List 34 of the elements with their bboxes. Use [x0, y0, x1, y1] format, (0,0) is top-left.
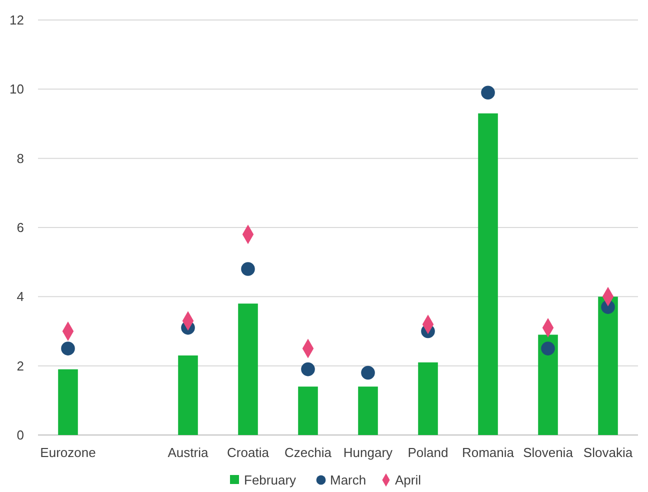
point [361, 366, 375, 380]
x-tick-label: Austria [168, 445, 209, 460]
point [241, 262, 255, 276]
x-tick-label: Croatia [227, 445, 270, 460]
y-tick-label: 8 [16, 150, 24, 166]
y-tick-label: 10 [10, 82, 24, 97]
y-tick-label: 4 [16, 289, 24, 304]
y-tick-label: 2 [16, 358, 24, 374]
x-tick-label: Romania [462, 445, 515, 460]
legend-label: March [330, 472, 366, 488]
point [541, 342, 555, 356]
bar [358, 386, 378, 435]
x-tick-label: Czechia [284, 445, 332, 460]
x-tick-label: Hungary [343, 445, 394, 460]
bar [178, 355, 198, 435]
x-tick-label: Eurozone [40, 445, 96, 460]
y-tick-label: 0 [16, 428, 24, 442]
bar [238, 304, 258, 435]
bar [298, 386, 318, 435]
point [301, 362, 315, 376]
bar [58, 369, 78, 435]
point [61, 342, 75, 356]
bar [478, 113, 498, 435]
bar [598, 296, 618, 435]
x-tick-label: Poland [408, 445, 448, 460]
bar [538, 334, 558, 435]
x-tick-label: Slovenia [523, 445, 574, 460]
bar [418, 362, 438, 435]
point [481, 86, 495, 100]
y-tick-label: 12 [10, 12, 24, 28]
x-tick-label: Slovakia [583, 445, 634, 460]
y-tick-label: 6 [16, 220, 24, 235]
legend-label: February [244, 472, 297, 488]
legend-label: April [395, 472, 422, 488]
